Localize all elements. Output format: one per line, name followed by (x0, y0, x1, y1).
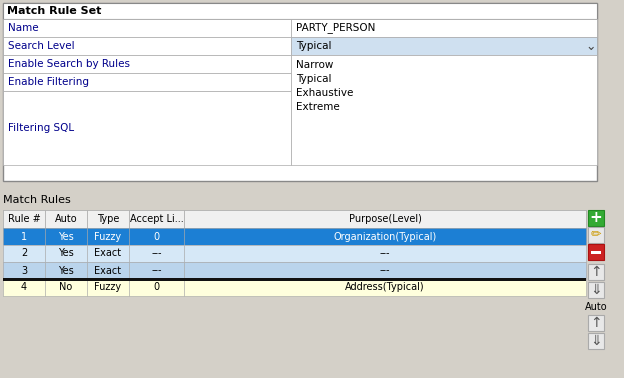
Bar (184, 210, 586, 228)
Bar (3, 37, 291, 55)
Text: ---: --- (151, 248, 162, 259)
Text: Yes: Yes (58, 248, 74, 259)
Bar (291, 55, 597, 165)
Bar (588, 282, 604, 298)
Bar (184, 279, 586, 296)
Text: 4: 4 (21, 282, 27, 293)
Text: Filtering SQL: Filtering SQL (8, 123, 74, 133)
Text: +: + (590, 211, 602, 226)
Text: Exact: Exact (94, 265, 122, 276)
Bar (129, 228, 184, 245)
Bar (3, 279, 45, 296)
Bar (588, 315, 604, 331)
Text: 1: 1 (21, 231, 27, 242)
Bar (45, 228, 87, 245)
Text: Exhaustive: Exhaustive (296, 88, 353, 98)
Bar (45, 279, 87, 296)
Text: ✏: ✏ (591, 228, 602, 242)
Bar (291, 19, 597, 37)
Text: Extreme: Extreme (296, 102, 339, 112)
Bar (3, 228, 586, 245)
Text: Rule #: Rule # (7, 214, 41, 224)
Text: 2: 2 (21, 248, 27, 259)
Bar (3, 228, 45, 245)
Text: Auto: Auto (585, 302, 607, 312)
Bar (3, 210, 586, 228)
Bar (129, 245, 184, 262)
Text: No: No (59, 282, 72, 293)
Bar (3, 279, 586, 296)
Bar (129, 279, 184, 296)
Text: Search Level: Search Level (8, 41, 75, 51)
Bar (588, 244, 604, 260)
Text: Type: Type (97, 214, 119, 224)
Text: ⇓: ⇓ (590, 334, 602, 348)
Text: Exact: Exact (94, 248, 122, 259)
Bar (3, 19, 291, 37)
Bar (591, 251, 601, 254)
Bar (3, 262, 45, 279)
Bar (3, 278, 586, 281)
Bar (87, 262, 129, 279)
Text: Address(Typical): Address(Typical) (345, 282, 425, 293)
Text: 3: 3 (21, 265, 27, 276)
Bar (3, 245, 45, 262)
Bar (184, 228, 586, 245)
Bar (87, 210, 129, 228)
Text: Match Rules: Match Rules (3, 195, 71, 205)
Text: Auto: Auto (55, 214, 77, 224)
Bar (3, 3, 597, 181)
Bar (87, 245, 129, 262)
Bar (87, 228, 129, 245)
Text: Fuzzy: Fuzzy (94, 231, 122, 242)
Bar (588, 264, 604, 280)
Bar (45, 245, 87, 262)
Bar (87, 279, 129, 296)
Text: ---: --- (151, 265, 162, 276)
Bar (588, 333, 604, 349)
Bar (129, 262, 184, 279)
Text: Yes: Yes (58, 265, 74, 276)
Text: Fuzzy: Fuzzy (94, 282, 122, 293)
Text: Match Rule Set: Match Rule Set (7, 6, 101, 16)
Bar (3, 245, 586, 262)
Text: Purpose(Level): Purpose(Level) (349, 214, 421, 224)
Text: ---: --- (380, 248, 390, 259)
Text: Typical: Typical (296, 41, 331, 51)
Text: 0: 0 (154, 282, 160, 293)
Bar (184, 262, 586, 279)
Text: PARTY_PERSON: PARTY_PERSON (296, 23, 376, 34)
Bar (588, 210, 604, 226)
Text: Accept Li...: Accept Li... (130, 214, 183, 224)
Bar (3, 55, 291, 73)
Bar (3, 210, 45, 228)
Text: ↑: ↑ (590, 316, 602, 330)
Bar (45, 262, 87, 279)
Text: ↑: ↑ (590, 265, 602, 279)
Text: Organization(Typical): Organization(Typical) (333, 231, 437, 242)
Text: 0: 0 (154, 231, 160, 242)
Text: Narrow: Narrow (296, 60, 333, 70)
Text: Enable Search by Rules: Enable Search by Rules (8, 59, 130, 69)
Bar (3, 3, 597, 19)
Bar (129, 210, 184, 228)
Text: Enable Filtering: Enable Filtering (8, 77, 89, 87)
Text: ---: --- (380, 265, 390, 276)
Text: Typical: Typical (296, 74, 331, 84)
Bar (588, 227, 604, 243)
Bar (45, 210, 87, 228)
Text: Name: Name (8, 23, 39, 33)
Bar (3, 262, 586, 279)
Bar (184, 245, 586, 262)
Text: ⇓: ⇓ (590, 283, 602, 297)
Text: Yes: Yes (58, 231, 74, 242)
Text: ⌄: ⌄ (585, 40, 595, 54)
Bar (3, 73, 291, 91)
Bar (291, 37, 597, 55)
Bar (3, 91, 291, 165)
